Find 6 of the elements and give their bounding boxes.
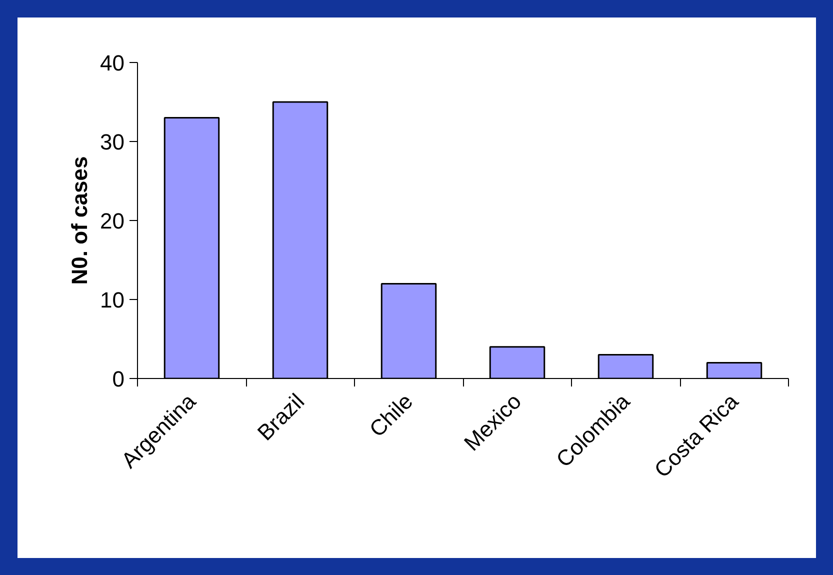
y-axis-title: N0. of cases <box>67 156 92 285</box>
y-tick-label: 10 <box>100 288 125 312</box>
y-tick-label: 40 <box>100 50 125 76</box>
y-tick-label: 0 <box>112 366 125 392</box>
y-tick-label: 20 <box>100 208 125 234</box>
y-tick-label: 30 <box>100 130 125 154</box>
